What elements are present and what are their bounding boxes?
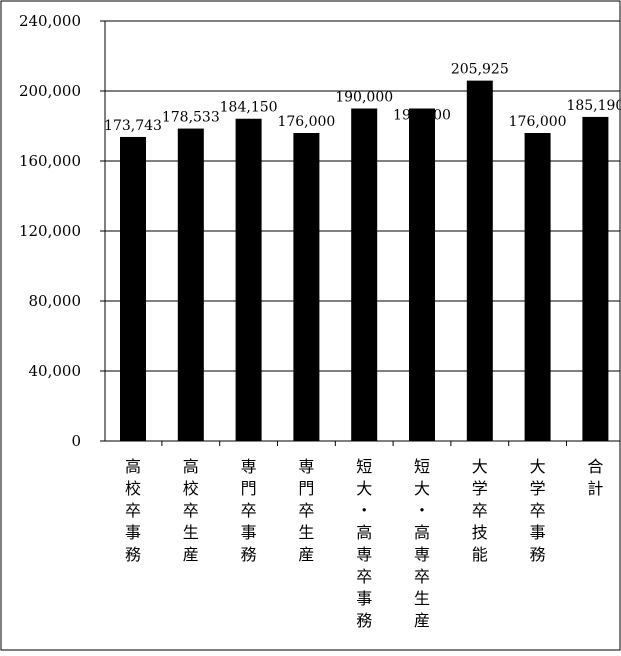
category-label: 高校卒生産 xyxy=(183,457,199,564)
y-tick-label: 120,000 xyxy=(19,222,81,240)
category-label: 大学卒技能 xyxy=(472,457,488,564)
category-label: 大学卒事務 xyxy=(530,457,546,564)
data-label: 176,000 xyxy=(509,114,567,130)
bar xyxy=(582,116,609,441)
bar xyxy=(177,128,204,441)
y-tick-labels: 0 40,000 80,000 120,000 160,000 200,000 240,00… xyxy=(19,12,81,450)
y-tick-label: 80,000 xyxy=(29,292,82,310)
bar xyxy=(293,133,320,441)
category-label: 合計 xyxy=(587,457,603,498)
bar xyxy=(466,80,493,441)
y-tick-label: 40,000 xyxy=(29,362,82,380)
data-label: 190,000 xyxy=(393,108,451,124)
y-tick-label: 240,000 xyxy=(19,12,81,30)
data-labels: 173,743178,533184,150176,000190,000190,0… xyxy=(104,62,621,134)
category-label: 短大・高専卒事務 xyxy=(356,457,372,630)
bars xyxy=(120,80,609,442)
data-label: 190,000 xyxy=(335,90,393,106)
data-label: 205,925 xyxy=(451,62,509,78)
y-tick-label: 160,000 xyxy=(19,152,81,170)
y-tick-label: 200,000 xyxy=(19,82,81,100)
data-label: 176,000 xyxy=(277,114,335,130)
data-label: 173,743 xyxy=(104,118,162,134)
category-label: 高校卒事務 xyxy=(125,457,141,564)
data-label: 184,150 xyxy=(220,100,278,116)
bar xyxy=(235,118,262,442)
category-labels: 高校卒事務 高校卒生産 専門卒事務 専門卒生産 短大・高専卒事務 短大・高専卒生産 大学卒技… xyxy=(125,457,603,630)
axes xyxy=(100,20,620,446)
data-label: 185,190 xyxy=(566,98,621,114)
category-label: 専門卒生産 xyxy=(298,457,314,564)
category-label: 専門卒事務 xyxy=(241,457,257,564)
category-label: 短大・高専卒生産 xyxy=(414,457,430,630)
y-tick-label: 0 xyxy=(71,432,81,450)
bar xyxy=(351,108,378,441)
data-label: 178,533 xyxy=(162,110,220,126)
bar xyxy=(409,108,435,441)
bar xyxy=(524,133,551,441)
bar xyxy=(120,136,146,441)
